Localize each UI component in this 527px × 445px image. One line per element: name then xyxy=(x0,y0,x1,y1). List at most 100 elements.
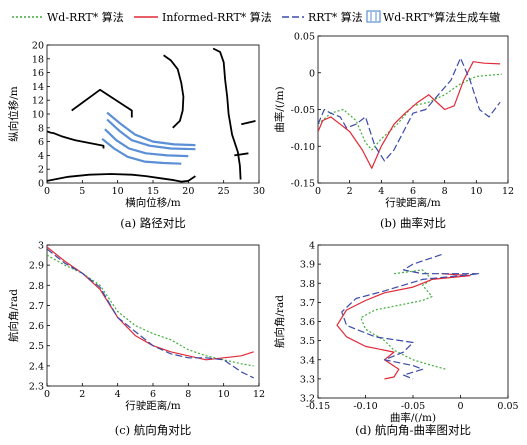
y-tick-label: 2.8 xyxy=(29,281,44,292)
panel-c-heading-comparison: 0 2 4 6 8 10 12 3 2.9 2.8 2.7 2.6 2.5 2.4 2.3 行驶距离/m 航向角… xyxy=(7,241,265,438)
obstacle-left-boundary xyxy=(47,130,105,149)
series-line-0 xyxy=(47,254,254,367)
x-axis-label: 曲率/(/m) xyxy=(390,411,436,424)
y-tick-label: 3.5 xyxy=(300,336,315,347)
obstacle-center-curb xyxy=(163,54,185,129)
y-tick-label: -0.15 xyxy=(291,179,315,190)
y-tick-label: 3.3 xyxy=(300,374,315,385)
panel-caption: (d) 航向角-曲率图对比 xyxy=(355,423,471,437)
x-tick-label: 0 xyxy=(44,186,50,197)
panel-caption: (a) 路径对比 xyxy=(120,216,185,230)
x-tick-label: 15 xyxy=(147,186,159,197)
y-axis-label: 曲率/(/m) xyxy=(273,86,286,132)
y-tick-label: 3.2 xyxy=(300,394,315,405)
legend-label: Wd-RRT*算法生成车辙 xyxy=(383,10,500,24)
plot-area xyxy=(336,254,481,380)
y-tick-label: 8 xyxy=(38,123,44,134)
series-line-1 xyxy=(336,273,471,380)
y-axis-label: 纵向位移/m xyxy=(7,86,20,142)
y-tick-label: 3.7 xyxy=(300,298,315,309)
y-tick-label: 16 xyxy=(32,68,44,79)
obstacle-parked-slot xyxy=(71,88,133,118)
legend: Wd-RRT* 算法 Informed-RRT* 算法 RRT* 算法 Wd-R… xyxy=(12,10,500,24)
y-tick-label: 3.4 xyxy=(300,355,315,366)
y-tick-label: -0.10 xyxy=(291,142,315,153)
obstacle-right-lower-curb xyxy=(234,152,249,157)
panel-caption: (b) 曲率对比 xyxy=(380,216,446,230)
y-tick-label: 2.7 xyxy=(29,301,44,312)
x-tick-label: -0.15 xyxy=(306,401,330,412)
plot-area xyxy=(318,57,502,169)
y-tick-label: 2.4 xyxy=(29,361,44,372)
x-tick-label: 30 xyxy=(253,186,265,197)
y-tick-label: 0 xyxy=(309,68,315,79)
series-line-2 xyxy=(341,254,481,380)
x-tick-label: 8 xyxy=(442,186,448,197)
plot-frame xyxy=(46,244,260,387)
x-axis-label: 行驶距离/m xyxy=(125,399,181,412)
y-tick-label: 0.05 xyxy=(294,32,315,43)
plot-area xyxy=(47,246,254,379)
legend-item-wd-rrt: Wd-RRT* 算法 xyxy=(12,10,124,24)
y-tick-label: 10 xyxy=(32,110,44,121)
x-tick-label: 2 xyxy=(347,186,353,197)
legend-item-wd-rrt-tracks: Wd-RRT*算法生成车辙 xyxy=(366,10,500,24)
y-tick-label: 18 xyxy=(32,54,44,65)
y-axis-label: 航向角/rad xyxy=(273,295,286,348)
x-tick-label: 2 xyxy=(79,389,85,400)
legend-label: Informed-RRT* 算法 xyxy=(162,10,272,24)
y-tick-label: 12 xyxy=(32,96,44,107)
legend-item-rrt: RRT* 算法 xyxy=(282,10,363,24)
y-tick-label: 2.5 xyxy=(29,341,44,352)
x-tick-label: 6 xyxy=(410,186,416,197)
y-axis-label: 航向角/rad xyxy=(7,289,20,342)
series-line-1 xyxy=(106,118,196,151)
x-tick-label: 4 xyxy=(115,389,121,400)
x-tick-label: 0 xyxy=(44,389,50,400)
obstacle-bottom-boundary xyxy=(47,173,196,183)
x-tick-label: 20 xyxy=(182,186,194,197)
y-tick-label: 20 xyxy=(32,41,44,52)
y-tick-label: 0 xyxy=(38,179,44,190)
plot-area xyxy=(47,47,256,183)
x-tick-label: 0 xyxy=(457,401,463,412)
x-tick-label: 8 xyxy=(185,389,191,400)
panel-caption: (c) 航向角对比 xyxy=(115,423,192,437)
y-tick-label: 2.6 xyxy=(29,321,44,332)
legend-label: RRT* 算法 xyxy=(308,10,363,24)
plot-frame xyxy=(317,244,509,399)
x-tick-label: 12 xyxy=(253,389,265,400)
x-tick-label: 10 xyxy=(218,389,230,400)
x-tick-label: -0.05 xyxy=(401,401,425,412)
x-tick-label: 10 xyxy=(470,186,482,197)
series-line-3 xyxy=(101,137,182,165)
obstacle-right-boundary xyxy=(212,47,242,180)
x-tick-label: 12 xyxy=(502,186,514,197)
y-tick-label: 14 xyxy=(32,82,44,93)
x-tick-label: 5 xyxy=(79,186,85,197)
y-tick-label: 4 xyxy=(38,151,44,162)
obstacle-right-mid-curb xyxy=(241,120,256,126)
y-tick-label: 2 xyxy=(38,165,44,176)
x-tick-label: 25 xyxy=(218,186,230,197)
y-tick-label: -0.05 xyxy=(291,105,315,116)
y-tick-label: 6 xyxy=(38,137,44,148)
x-tick-label: -0.10 xyxy=(353,401,377,412)
panel-b-curvature-comparison: 0 2 4 6 8 10 12 0.05 0 -0.05 -0.10 -0.15 行驶距离/m 曲率/(/… xyxy=(273,32,514,231)
y-tick-label: 2.9 xyxy=(29,261,44,272)
x-axis-label: 横向位移/m xyxy=(125,196,181,209)
y-tick-label: 3.8 xyxy=(300,279,315,290)
series-line-2 xyxy=(318,57,501,162)
x-tick-label: 6 xyxy=(150,389,156,400)
x-axis-label: 行驶距离/m xyxy=(385,196,441,209)
y-tick-label: 3.6 xyxy=(300,317,315,328)
x-tick-label: 10 xyxy=(112,186,124,197)
legend-label: Wd-RRT* 算法 xyxy=(47,10,124,24)
y-tick-label: 3 xyxy=(38,241,44,252)
panel-d-heading-curvature: -0.15 -0.10 -0.05 0 0.05 4 3.9 3.8 3.7 3.6 3.5 3.4 3… xyxy=(273,241,519,438)
panel-a-path-comparison: 0 5 10 15 20 25 3002468101214161820横向位移/m纵向位移/… xyxy=(7,41,265,231)
y-tick-label: 3.9 xyxy=(300,260,315,271)
legend-item-informed-rrt: Informed-RRT* 算法 xyxy=(134,10,272,24)
series-line-0 xyxy=(318,73,502,151)
